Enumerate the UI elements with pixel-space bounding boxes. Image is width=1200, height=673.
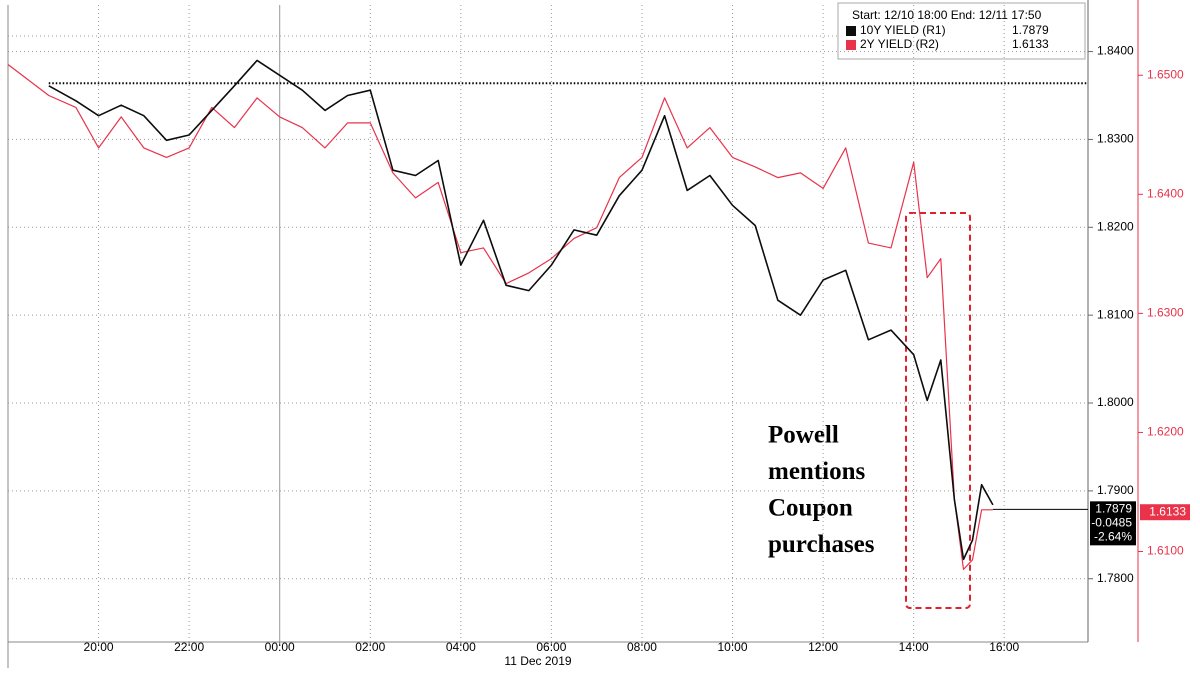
annotation-line: purchases bbox=[768, 531, 875, 558]
x-tick-label: 12:00 bbox=[808, 640, 838, 654]
change-label: -0.0485 bbox=[1091, 516, 1132, 530]
y-tick-label: 1.8100 bbox=[1097, 307, 1134, 321]
y-tick-label: 1.7900 bbox=[1097, 483, 1134, 497]
legend-label: 10Y YIELD (R1) bbox=[860, 23, 946, 37]
y-tick-label: 1.8200 bbox=[1097, 219, 1134, 233]
last-value-label: 1.7879 bbox=[1095, 502, 1132, 516]
x-tick-label: 22:00 bbox=[174, 640, 204, 654]
y2-tick-label: 1.6400 bbox=[1147, 186, 1184, 200]
legend-swatch bbox=[846, 40, 856, 50]
legend-box bbox=[837, 2, 1086, 60]
y-tick-label: 1.7800 bbox=[1097, 571, 1134, 585]
annotation: Powell mentions Coupon purchases bbox=[768, 422, 875, 559]
annotation-line: mentions bbox=[768, 458, 866, 485]
y-tick-label: 1.8000 bbox=[1097, 395, 1134, 409]
y2-tick-label: 1.6100 bbox=[1147, 544, 1184, 558]
highlight-box bbox=[905, 212, 971, 609]
legend-label: 2Y YIELD (R2) bbox=[860, 37, 939, 51]
last-value-label-2: 1.6133 bbox=[1149, 504, 1186, 518]
y2-tick-label: 1.6500 bbox=[1147, 67, 1184, 81]
y-tick-label: 1.8400 bbox=[1097, 44, 1134, 58]
last-value-box-2 bbox=[1140, 504, 1190, 521]
change-pct-label: -2.64% bbox=[1094, 530, 1132, 544]
legend-value: 1.7879 bbox=[1012, 23, 1049, 37]
x-tick-label: 16:00 bbox=[989, 640, 1019, 654]
x-tick-label: 04:00 bbox=[446, 640, 476, 654]
x-tick-label: 10:00 bbox=[718, 640, 748, 654]
x-tick-label: 20:00 bbox=[84, 640, 114, 654]
x-tick-label: 02:00 bbox=[355, 640, 385, 654]
x-tick-label: 00:00 bbox=[265, 640, 295, 654]
x-tick-label: 14:00 bbox=[899, 640, 929, 654]
y-tick-label: 1.8300 bbox=[1097, 132, 1134, 146]
series-line bbox=[48, 59, 994, 561]
x-tick-label: 06:00 bbox=[536, 640, 566, 654]
series-line bbox=[7, 64, 993, 570]
x-tick-label: 08:00 bbox=[627, 640, 657, 654]
legend-value: 1.6133 bbox=[1012, 37, 1049, 51]
legend-header: Start: 12/10 18:00 End: 12/11 17:50 bbox=[852, 8, 1042, 22]
annotation-line: Coupon bbox=[768, 495, 853, 522]
y2-tick-label: 1.6300 bbox=[1147, 306, 1184, 320]
y2-tick-label: 1.6200 bbox=[1147, 425, 1184, 439]
x-date-label: 11 Dec 2019 bbox=[504, 654, 571, 668]
last-value-box bbox=[1090, 501, 1136, 546]
legend-swatch bbox=[846, 26, 856, 36]
annotation-line: Powell bbox=[768, 422, 839, 449]
